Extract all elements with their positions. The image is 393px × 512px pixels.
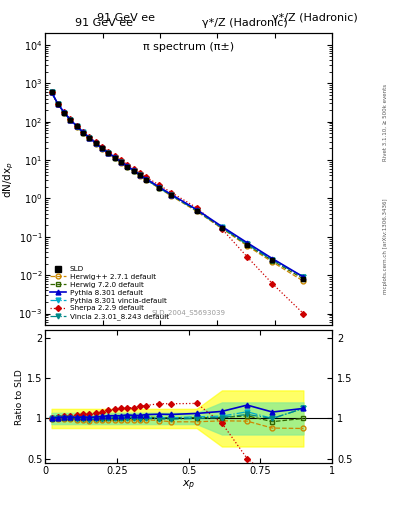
X-axis label: $x_p$: $x_p$	[182, 479, 195, 494]
Text: γ*/Z (Hadronic): γ*/Z (Hadronic)	[202, 18, 288, 28]
Y-axis label: Ratio to SLD: Ratio to SLD	[15, 369, 24, 424]
Text: 91 GeV ee: 91 GeV ee	[97, 13, 155, 23]
Text: γ*/Z (Hadronic): γ*/Z (Hadronic)	[272, 13, 357, 23]
Text: 91 GeV ee: 91 GeV ee	[75, 18, 133, 28]
Legend: SLD, Herwig++ 2.7.1 default, Herwig 7.2.0 default, Pythia 8.301 default, Pythia : SLD, Herwig++ 2.7.1 default, Herwig 7.2.…	[48, 263, 172, 323]
Text: SLD_2004_S5693039: SLD_2004_S5693039	[152, 310, 226, 316]
Text: Rivet 3.1.10, ≥ 500k events: Rivet 3.1.10, ≥ 500k events	[383, 84, 388, 161]
Text: π spectrum (π±): π spectrum (π±)	[143, 42, 234, 52]
Y-axis label: dN/dx$_p$: dN/dx$_p$	[1, 161, 16, 198]
Text: mcplots.cern.ch [arXiv:1306.3436]: mcplots.cern.ch [arXiv:1306.3436]	[383, 198, 388, 293]
